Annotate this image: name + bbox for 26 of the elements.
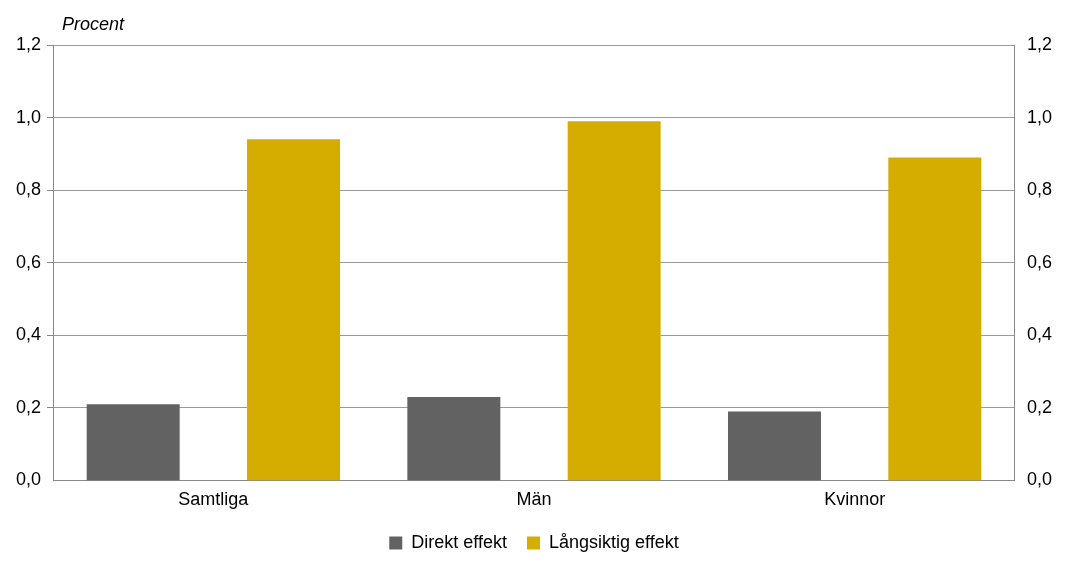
- y-axis-title: Procent: [62, 14, 125, 35]
- bar: [407, 396, 501, 481]
- y2-tick-label: 0,4: [1026, 324, 1053, 345]
- y2-tick-label: 0,8: [1026, 179, 1053, 200]
- bar: [727, 411, 821, 481]
- bar: [86, 404, 180, 481]
- y2-tick-label: 1,2: [1026, 33, 1053, 54]
- y2-tick-label: 0,2: [1026, 396, 1053, 417]
- y-tick-label: 1,0: [15, 106, 42, 127]
- y2-tick-label: 0,6: [1026, 251, 1053, 272]
- x-tick-label: Män: [516, 489, 552, 510]
- y-tick-label: 1,2: [15, 33, 42, 54]
- legend-label: Direkt effekt: [411, 531, 507, 552]
- bar: [247, 139, 341, 481]
- y2-tick-label: 0,0: [1026, 469, 1053, 490]
- legend-label: Långsiktig effekt: [548, 531, 679, 552]
- y-tick-label: 0,6: [15, 251, 42, 272]
- y-tick-label: 0,2: [15, 396, 42, 417]
- x-tick-label: Kvinnor: [824, 489, 886, 510]
- y-tick-label: 0,0: [15, 469, 42, 490]
- y2-tick-label: 1,0: [1026, 106, 1053, 127]
- y-tick-label: 0,8: [15, 179, 42, 200]
- bar: [888, 157, 982, 481]
- x-tick-label: Samtliga: [178, 489, 250, 510]
- y-tick-label: 0,4: [15, 324, 42, 345]
- bar: [567, 121, 661, 481]
